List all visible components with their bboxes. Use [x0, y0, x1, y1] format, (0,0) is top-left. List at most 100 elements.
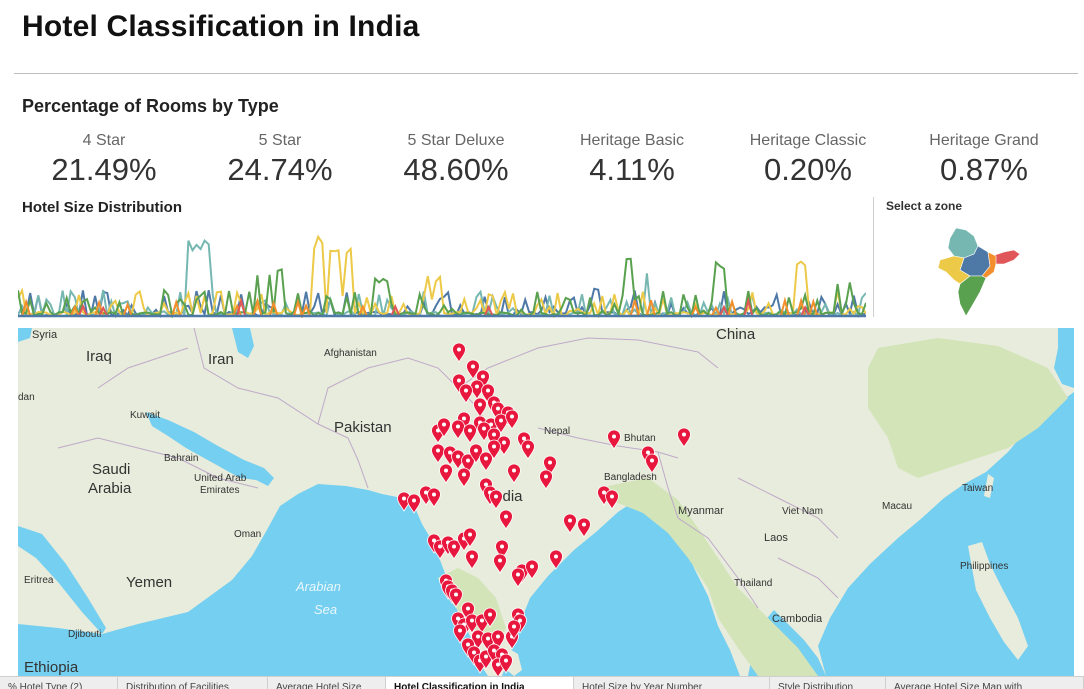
hotel-marker-pin[interactable]	[453, 623, 467, 644]
hotel-marker-pin[interactable]	[507, 463, 521, 484]
tab-average-hotel-size[interactable]: Average Hotel Size	[268, 677, 386, 689]
hotel-marker-pin[interactable]	[463, 423, 477, 444]
size-distribution-chart[interactable]	[18, 222, 866, 318]
hotel-marker-pin[interactable]	[457, 467, 471, 488]
map-philippines	[968, 542, 1028, 660]
hotel-marker-pin[interactable]	[499, 509, 513, 530]
hotel-marker-pin[interactable]	[607, 429, 621, 450]
hotel-marker-dot	[456, 454, 460, 459]
hotel-marker-dot	[554, 554, 558, 559]
map-taiwan	[984, 474, 994, 498]
label-bhutan: Bhutan	[624, 433, 656, 444]
hotel-marker-dot	[512, 624, 516, 629]
hotel-marker-pin[interactable]	[563, 513, 577, 534]
zone-northeast[interactable]	[991, 249, 1021, 265]
hotel-marker-pin[interactable]	[489, 489, 503, 510]
tab-average-hotel-size-map[interactable]: Average Hotel Size Map with	[886, 677, 1084, 689]
hotel-marker-pin[interactable]	[507, 619, 521, 640]
kpi-5-star[interactable]: 5 Star 24.74%	[192, 132, 368, 188]
hotel-marker-pin[interactable]	[439, 463, 453, 484]
hotel-marker-pin[interactable]	[452, 342, 466, 363]
zone-south[interactable]	[957, 275, 987, 317]
kpi-heritage-classic[interactable]: Heritage Classic 0.20%	[720, 132, 896, 188]
kpi-4-star[interactable]: 4 Star 21.49%	[16, 132, 192, 188]
hotel-marker-pin[interactable]	[577, 517, 591, 538]
hotel-marker-pin[interactable]	[525, 559, 539, 580]
kpi-5-star-deluxe[interactable]: 5 Star Deluxe 48.60%	[368, 132, 544, 188]
zone-east[interactable]	[981, 251, 997, 279]
hotel-marker-dot	[510, 414, 514, 419]
tab-hotel-type[interactable]: % Hotel Type (2)	[0, 677, 118, 689]
hotel-marker-pin[interactable]	[447, 539, 461, 560]
label-pakistan: Pakistan	[334, 419, 392, 436]
zone-north[interactable]	[947, 227, 979, 259]
hotel-markers[interactable]	[397, 342, 691, 676]
hotel-marker-pin[interactable]	[470, 379, 484, 400]
hotel-marker-pin[interactable]	[461, 453, 475, 474]
hotel-marker-pin[interactable]	[473, 397, 487, 418]
hotel-marker-pin[interactable]	[495, 539, 509, 560]
hotel-marker-pin[interactable]	[427, 487, 441, 508]
hotel-marker-pin[interactable]	[511, 567, 525, 588]
tab-hotel-size-by-year[interactable]: Hotel Size by Year Number	[574, 677, 770, 689]
hotel-marker-dot	[499, 418, 503, 423]
hotel-location-map[interactable]: Syria Iraq Iran Afghanistan China Pakist…	[18, 328, 1074, 676]
hotel-marker-pin[interactable]	[505, 409, 519, 430]
kpi-value: 48.60%	[403, 152, 509, 187]
hotel-marker-pin[interactable]	[487, 439, 501, 460]
hotel-marker-pin[interactable]	[459, 383, 473, 404]
hotel-marker-dot	[502, 440, 506, 445]
hotel-marker-dot	[518, 618, 522, 623]
hotel-marker-pin[interactable]	[483, 607, 497, 628]
hotel-marker-pin[interactable]	[466, 359, 480, 380]
hotel-marker-pin[interactable]	[407, 493, 421, 514]
label-thailand: Thailand	[734, 578, 772, 589]
label-vietnam: Viet Nam	[782, 506, 823, 517]
hotel-marker-pin[interactable]	[539, 469, 553, 490]
hotel-marker-pin[interactable]	[491, 629, 505, 650]
zone-selector-map[interactable]	[930, 222, 1026, 320]
hotel-marker-dot	[432, 492, 436, 497]
map-water	[18, 526, 106, 634]
hotel-marker-dot	[496, 634, 500, 639]
label-bangladesh: Bangladesh	[604, 472, 657, 483]
hotel-marker-dot	[466, 458, 470, 463]
hotel-marker-dot	[530, 564, 534, 569]
hotel-marker-pin[interactable]	[451, 419, 465, 440]
hotel-marker-dot	[476, 634, 480, 639]
map-caspian-sea	[232, 328, 254, 358]
hotel-marker-dot	[496, 662, 500, 667]
label-uae: United Arab Emirates	[194, 473, 247, 496]
label-djibouti: Djibouti	[68, 629, 101, 640]
map-vegetation	[868, 338, 1068, 478]
zone-divider	[873, 197, 874, 317]
kpi-heritage-grand[interactable]: Heritage Grand 0.87%	[896, 132, 1072, 188]
hotel-marker-pin[interactable]	[449, 587, 463, 608]
hotel-marker-pin[interactable]	[465, 613, 479, 634]
hotel-marker-pin[interactable]	[549, 549, 563, 570]
kpi-heritage-basic[interactable]: Heritage Basic 4.11%	[544, 132, 720, 188]
hotel-marker-dot	[481, 374, 485, 379]
tab-style-distribution[interactable]: Style Distribution	[770, 677, 886, 689]
size-distribution-title: Hotel Size Distribution	[22, 199, 183, 216]
hotel-marker-pin[interactable]	[463, 527, 477, 548]
hotel-marker-pin[interactable]	[479, 451, 493, 472]
hotel-marker-pin[interactable]	[437, 417, 451, 438]
kpi-value: 0.87%	[940, 152, 1028, 187]
hotel-marker-dot	[484, 482, 488, 487]
tab-distribution-of-facilities[interactable]: Distribution of Facilities	[118, 677, 268, 689]
hotel-marker-pin[interactable]	[543, 455, 557, 476]
tab-hotel-classification[interactable]: Hotel Classification in India	[386, 677, 574, 689]
hotel-marker-dot	[492, 648, 496, 653]
hotel-marker-pin[interactable]	[465, 549, 479, 570]
hotel-marker-pin[interactable]	[494, 413, 508, 434]
kpi-label: 5 Star	[258, 132, 302, 149]
hotel-marker-pin[interactable]	[493, 553, 507, 574]
hotel-marker-pin[interactable]	[499, 653, 513, 674]
hotel-marker-dot	[424, 490, 428, 495]
hotel-marker-pin[interactable]	[645, 453, 659, 474]
hotel-marker-pin[interactable]	[431, 443, 445, 464]
hotel-marker-pin[interactable]	[677, 427, 691, 448]
hotel-marker-pin[interactable]	[521, 439, 535, 460]
hotel-marker-pin[interactable]	[605, 489, 619, 510]
